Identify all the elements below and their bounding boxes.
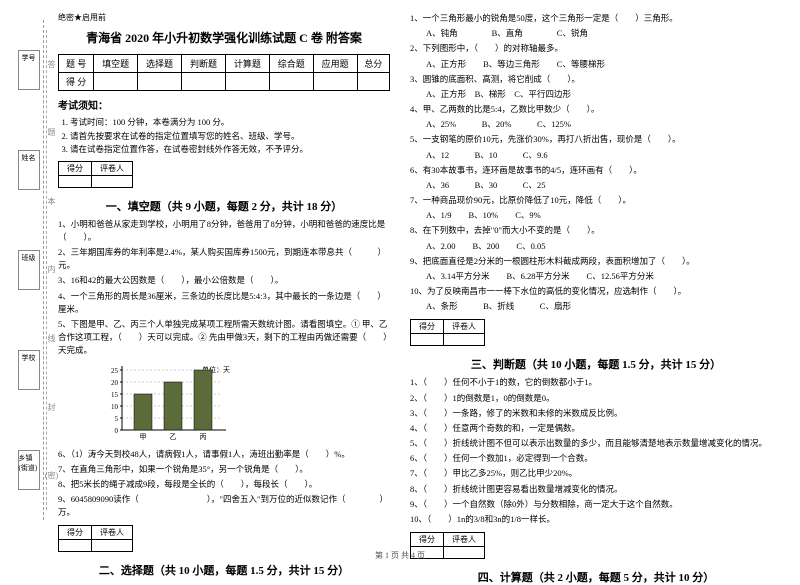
- q1-6: 6、（1）涛今天到校48人，请病假1人，请事假1人，涛班出勤率是（ ）%。: [58, 448, 390, 461]
- q2-2: 2、下列图形中，（ ）的对称轴最多。: [410, 42, 782, 55]
- q1-7: 7、在直角三角形中，如果一个锐角是35°，另一个锐角是（ ）。: [58, 463, 390, 476]
- q3-6: 6、（ ）任何一个数加1，必定得到一个合数。: [410, 452, 782, 465]
- score-h1: 填空题: [94, 55, 138, 73]
- q3-8: 8、（ ）折线统计图更容易看出数量增减变化的情况。: [410, 483, 782, 496]
- score-table: 题 号 填空题 选择题 判断题 计算题 综合题 应用题 总分 得 分: [58, 54, 390, 91]
- q2-8: 8、在下列数中，去掉"0"而大小不变的是（ ）。: [410, 224, 782, 237]
- q1-2: 2、三年期国库券的年利率是2.4%，某人购买国库券1500元，到期连本带息共（ …: [58, 246, 390, 272]
- svg-text:丙: 丙: [200, 433, 207, 441]
- mini-score-3: 得分评卷人: [410, 319, 485, 346]
- side-field-class: 班级: [18, 250, 40, 290]
- side-field-name: 姓名: [18, 150, 40, 190]
- q2-4o: A、25% B、20% C、125%: [410, 118, 782, 131]
- q1-5: 5、下图是甲、乙、丙三个人单独完成某项工程所需天数统计图。请看图填空。① 甲、乙…: [58, 318, 390, 358]
- right-column: 1、一个三角形最小的锐角是50度，这个三角形一定是（ ）三角形。 A、钝角 B、…: [400, 12, 792, 545]
- q2-7: 7、一种商品现价90元，比原价降低了10元，降低（ ）。: [410, 194, 782, 207]
- q2-5: 5、一支钢笔的原价10元，先涨价30%，再打八折出售，现价是（ ）。: [410, 133, 782, 146]
- seal-line: 答 题 本 内 线 封 (密): [46, 30, 56, 510]
- notice-list: 考试时间：100 分钟，本卷满分为 100 分。 请首先按要求在试卷的指定位置填…: [58, 116, 390, 157]
- mini-score-2: 得分评卷人: [58, 525, 133, 552]
- q2-3o: A、正方形 B、梯形 C、平行四边形: [410, 88, 782, 101]
- mini-score-1: 得分评卷人: [58, 161, 133, 188]
- exam-title: 青海省 2020 年小升初数学强化训练试题 C 卷 附答案: [58, 29, 390, 46]
- cut-char: 线: [48, 333, 56, 344]
- q2-2o: A、正方形 B、等边三角形 C、等腰梯形: [410, 58, 782, 71]
- bar-chart: 2520151050单位：天甲乙丙: [98, 362, 390, 444]
- bar-chart-svg: 2520151050单位：天甲乙丙: [98, 362, 238, 442]
- q3-1: 1、（ ）任何不小于1的数，它的倒数都小于1。: [410, 376, 782, 389]
- q2-9: 9、把底面直径是2分米的一根圆柱形木料截成两段，表面积增加了（ ）。: [410, 255, 782, 268]
- svg-text:0: 0: [115, 427, 119, 435]
- q2-8o: A、2.00 B、200 C、0.05: [410, 240, 782, 253]
- q2-10: 10、为了反映南昌市一一棒下水位的高低的变化情况，应选制作（ ）。: [410, 285, 782, 298]
- svg-text:10: 10: [111, 403, 119, 411]
- side-field-town: 乡镇(街道): [18, 450, 40, 490]
- q2-1o: A、钝角 B、直角 C、锐角: [410, 27, 782, 40]
- q3-10: 10、（ ）1n的3/8和3n的1/8一样长。: [410, 513, 782, 526]
- cut-char: 题: [48, 127, 56, 138]
- q2-3: 3、圆锥的底面积、高测，将它削成（ ）。: [410, 73, 782, 86]
- section-1-title: 一、填空题（共 9 小题，每题 2 分，共计 18 分）: [58, 198, 390, 214]
- score-row2: 得 分: [59, 73, 94, 91]
- score-h6: 应用题: [313, 55, 357, 73]
- score-h3: 判断题: [182, 55, 226, 73]
- notice-title: 考试须知：: [58, 97, 390, 112]
- cut-char: 本: [48, 196, 56, 207]
- cut-char: 封: [48, 402, 56, 413]
- q1-4: 4、一个三角形的周长是36厘米，三条边的长度比是5:4:3，其中最长的一条边是（…: [58, 290, 390, 316]
- svg-text:乙: 乙: [170, 433, 177, 441]
- q1-8: 8、把5米长的绳子减成9段，每段是全长的（ ），每段长（ ）。: [58, 478, 390, 491]
- q2-1: 1、一个三角形最小的锐角是50度，这个三角形一定是（ ）三角形。: [410, 12, 782, 25]
- score-h7: 总分: [357, 55, 389, 73]
- section-4-title: 四、计算题（共 2 小题，每题 5 分，共计 10 分）: [410, 569, 782, 585]
- left-column: 绝密★启用前 青海省 2020 年小升初数学强化训练试题 C 卷 附答案 题 号…: [8, 12, 400, 545]
- q3-3: 3、（ ）一条路，修了的米数和未修的米数成反比例。: [410, 407, 782, 420]
- svg-text:5: 5: [115, 415, 119, 423]
- q2-7o: A、1/9 B、10% C、9%: [410, 209, 782, 222]
- side-field-xuehao: 学号: [18, 50, 40, 90]
- section-3-title: 三、判断题（共 10 小题，每题 1.5 分，共计 15 分）: [410, 356, 782, 372]
- q2-5o: A、12 B、10 C、9.6: [410, 149, 782, 162]
- q1-1: 1、小明和爸爸从家走到学校，小明用了8分钟，爸爸用了8分钟，小明和爸爸的速度比是…: [58, 218, 390, 244]
- score-h4: 计算题: [225, 55, 269, 73]
- svg-text:甲: 甲: [140, 433, 147, 441]
- q2-6: 6、有30本故事书，连环画是故事书的4/5，连环画有（ ）。: [410, 164, 782, 177]
- notice-3: 请在试卷指定位置作答，在试卷密封线外作答无效，不予评分。: [70, 143, 390, 157]
- q3-7: 7、（ ）甲比乙多25%，则乙比甲少20%。: [410, 467, 782, 480]
- svg-text:25: 25: [111, 367, 119, 375]
- q2-9o: A、3.14平方分米 B、6.28平方分米 C、12.56平方分米: [410, 270, 782, 283]
- side-field-school: 学校: [18, 350, 40, 390]
- score-h2: 选择题: [138, 55, 182, 73]
- notice-2: 请首先按要求在试卷的指定位置填写您的姓名、班级、学号。: [70, 130, 390, 144]
- cut-char: (密): [45, 470, 58, 481]
- secrecy-tag: 绝密★启用前: [58, 12, 390, 23]
- q3-9: 9、（ ）一个自然数（除0外）与分数相除，商一定大于这个自然数。: [410, 498, 782, 511]
- cut-char: 内: [48, 264, 56, 275]
- q2-4: 4、甲、乙两数的比是5:4，乙数比甲数少（ ）。: [410, 103, 782, 116]
- score-h5: 综合题: [269, 55, 313, 73]
- svg-text:15: 15: [111, 391, 119, 399]
- cut-char: 答: [48, 59, 56, 70]
- q2-10o: A、条形 B、折线 C、扇形: [410, 300, 782, 313]
- score-h0: 题 号: [59, 55, 94, 73]
- q1-9: 9、6045809090读作（ ），"四舍五入"到万位的近似数记作（ ）万。: [58, 493, 390, 519]
- binding-margin: 学号 姓名 班级 学校 乡镇(街道): [14, 20, 44, 520]
- q3-5: 5、（ ）折线统计图不但可以表示出数量的多少，而且能够清楚地表示数量增减变化的情…: [410, 437, 782, 450]
- q3-4: 4、（ ）任意两个奇数的和，一定是偶数。: [410, 422, 782, 435]
- notice-1: 考试时间：100 分钟，本卷满分为 100 分。: [70, 116, 390, 130]
- q2-6o: A、36 B、30 C、25: [410, 179, 782, 192]
- q1-3: 3、16和42的最大公因数是（ ），最小公倍数是（ ）。: [58, 274, 390, 287]
- q3-2: 2、（ ）1的倒数是1，0的倒数是0。: [410, 392, 782, 405]
- page-footer: 第 1 页 共 4 页: [0, 550, 800, 561]
- svg-text:20: 20: [111, 379, 119, 387]
